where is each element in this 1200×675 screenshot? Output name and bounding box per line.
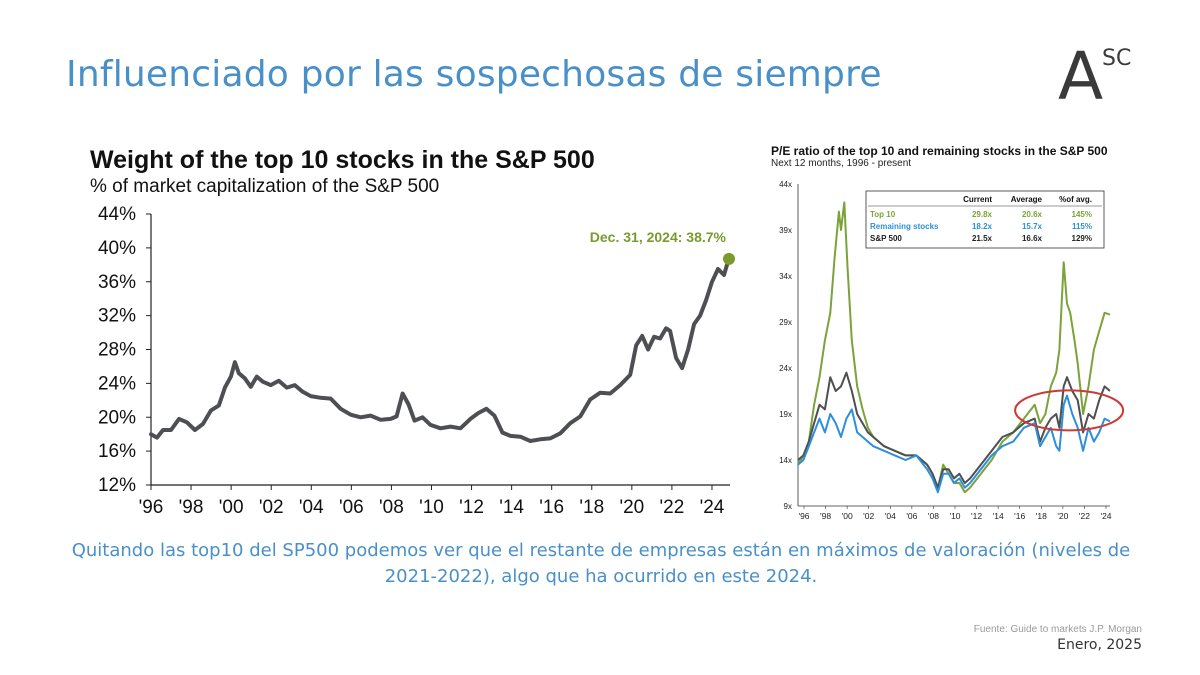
sp500-pe-line xyxy=(797,371,1111,489)
y-tick-label: 36% xyxy=(98,272,136,293)
x-tick-label: '08 xyxy=(379,497,404,518)
x-tick-label: '16 xyxy=(1014,511,1025,521)
x-tick-label: '18 xyxy=(579,497,604,518)
x-tick-label: '08 xyxy=(928,511,939,521)
pe-table-average: 20.6x xyxy=(1022,210,1043,219)
y-tick-label: 20% xyxy=(98,407,136,428)
source-note: Fuente: Guide to markets J.P. Morgan xyxy=(973,624,1142,635)
remaining-pe-line xyxy=(797,394,1111,494)
y-tick-label: 34x xyxy=(779,272,792,281)
pe-table-header: %of avg. xyxy=(1059,195,1092,204)
pe-table-current: 21.5x xyxy=(972,234,993,243)
chart1-title: Weight of the top 10 stocks in the S&P 5… xyxy=(90,146,595,174)
pe-table-pct: 145% xyxy=(1072,210,1092,219)
x-tick-label: '00 xyxy=(842,511,853,521)
pe-table-pct: 129% xyxy=(1072,234,1092,243)
x-tick-label: '04 xyxy=(885,511,896,521)
x-tick-label: '20 xyxy=(1057,511,1068,521)
latest-value-annotation: Dec. 31, 2024: 38.7% xyxy=(590,229,727,245)
x-tick-label: '18 xyxy=(1036,511,1047,521)
x-tick-label: '00 xyxy=(219,497,244,518)
pe-table-average: 16.6x xyxy=(1022,234,1043,243)
x-tick-label: '10 xyxy=(949,511,960,521)
y-tick-label: 24% xyxy=(98,373,136,394)
logo-letter: A xyxy=(1058,38,1104,115)
y-tick-label: 12% xyxy=(98,475,136,496)
pe-table-current: 18.2x xyxy=(972,222,993,231)
weight-series-line xyxy=(149,256,732,443)
chart2-title: P/E ratio of the top 10 and remaining st… xyxy=(771,144,1108,158)
x-tick-label: '20 xyxy=(619,497,644,518)
pe-table-box xyxy=(865,190,1105,249)
x-tick-label: '04 xyxy=(299,497,324,518)
highlight-ellipse xyxy=(1014,389,1125,432)
x-tick-label: '06 xyxy=(339,497,364,518)
pe-table-average: 15.7x xyxy=(1022,222,1043,231)
pe-ratio-chart: 44x 39x 34x 29x 24x 19x 14x 9x '96 '98 '00 '02 '04 '0… xyxy=(779,180,1125,521)
x-tick-label: '14 xyxy=(993,511,1004,521)
pe-table-row-label: Top 10 xyxy=(870,210,896,219)
x-tick-label: '16 xyxy=(539,497,564,518)
x-tick-label: '24 xyxy=(1100,511,1111,521)
latest-value-marker xyxy=(723,252,735,265)
pe-table-header: Average xyxy=(1011,195,1043,204)
y-tick-label: 39x xyxy=(779,226,792,235)
logo-superscript: SC xyxy=(1102,46,1132,71)
weight-chart: 44% 40% 36% 32% 28% 24% 20% 16% 12%'96 '98 '00 '02 '… xyxy=(98,205,735,518)
y-tick-label: 40% xyxy=(98,238,136,259)
x-tick-label: '12 xyxy=(459,497,484,518)
slide-date: Enero, 2025 xyxy=(1057,637,1142,653)
pe-table-current: 29.8x xyxy=(972,210,993,219)
x-tick-label: '98 xyxy=(179,497,204,518)
pe-table-header: Current xyxy=(963,195,992,204)
x-tick-label: '22 xyxy=(1079,511,1090,521)
x-tick-label: '14 xyxy=(499,497,524,518)
y-tick-label: 29x xyxy=(779,318,792,327)
y-tick-label: 44% xyxy=(98,205,136,225)
x-tick-label: '96 xyxy=(139,497,164,518)
y-tick-label: 28% xyxy=(98,340,136,361)
x-tick-label: '10 xyxy=(419,497,444,518)
y-tick-label: 24x xyxy=(779,364,792,373)
y-tick-label: 44x xyxy=(779,180,792,189)
chart2-subtitle: Next 12 months, 1996 - present xyxy=(771,158,912,169)
x-tick-label: '02 xyxy=(259,497,284,518)
y-tick-label: 9x xyxy=(784,502,792,511)
y-tick-label: 16% xyxy=(98,441,136,462)
slide-caption: Quitando las top10 del SP500 podemos ver… xyxy=(71,540,1131,587)
slide-title: Influenciado por las sospechosas de siem… xyxy=(66,54,882,95)
x-tick-label: '22 xyxy=(660,497,685,518)
y-tick-label: 14x xyxy=(779,456,792,465)
x-tick-label: '12 xyxy=(971,511,982,521)
y-tick-label: 32% xyxy=(98,306,136,327)
chart1-subtitle: % of market capitalization of the S&P 50… xyxy=(90,176,440,197)
x-tick-label: '96 xyxy=(798,511,809,521)
pe-table-pct: 115% xyxy=(1072,222,1092,231)
x-tick-label: '98 xyxy=(820,511,831,521)
y-tick-label: 19x xyxy=(779,410,792,419)
pe-table-row-label: S&P 500 xyxy=(870,234,902,243)
brand-logo: A SC xyxy=(1058,38,1138,115)
pe-table-row-label: Remaining stocks xyxy=(870,222,939,231)
x-tick-label: '02 xyxy=(863,511,874,521)
x-tick-label: '24 xyxy=(700,497,725,518)
x-tick-label: '06 xyxy=(906,511,917,521)
